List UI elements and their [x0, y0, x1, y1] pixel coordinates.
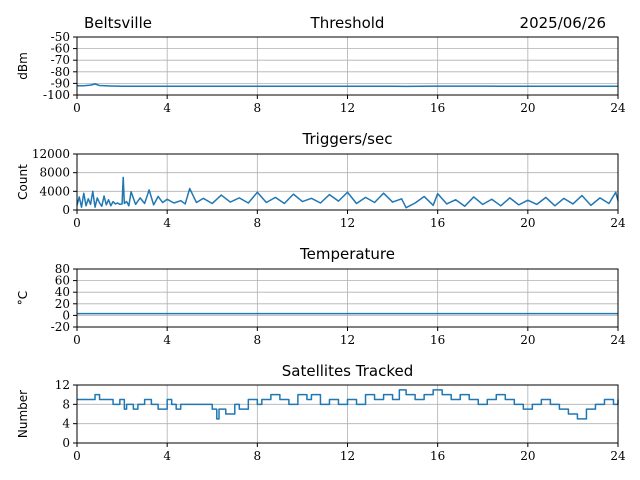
threshold-ytick-label-3: -70 — [51, 53, 70, 67]
station-label: Beltsville — [84, 14, 152, 32]
temperature-xtick-label-1: 4 — [163, 333, 171, 347]
threshold-xtick-label-6: 24 — [610, 101, 626, 115]
satellites-panel: Satellites Tracked 0 4 8 12 16 20 24 0 4 8 12 Number — [16, 362, 626, 463]
satellites-ytick-label-1: 4 — [62, 417, 70, 431]
triggers-xtick-label-3: 12 — [340, 216, 355, 230]
triggers-ytick-label-2: 8000 — [39, 166, 70, 180]
satellites-xtick-label-1: 4 — [163, 449, 171, 463]
temperature-xtick-label-2: 8 — [254, 333, 262, 347]
temperature-ytick-label-1: 0 — [62, 308, 70, 322]
satellites-series-0 — [77, 389, 619, 420]
satellites-ytick-label-0: 0 — [62, 436, 70, 450]
threshold-xtick-label-2: 8 — [254, 101, 262, 115]
threshold-panel: Threshold 0 4 8 12 16 20 24 -100-90-80-70-60-50 d… — [16, 14, 626, 115]
temperature-xtick-label-0: 0 — [73, 333, 81, 347]
triggers-xtick-label-6: 24 — [610, 216, 626, 230]
satellites-xtick-label-2: 8 — [254, 449, 262, 463]
threshold-xtick-label-3: 12 — [340, 101, 355, 115]
satellites-ylabel: Number — [16, 390, 30, 438]
threshold-ytick-label-4: -60 — [51, 42, 70, 56]
satellites-ytick-label-3: 12 — [55, 378, 70, 392]
threshold-ytick-label-1: -90 — [51, 76, 70, 90]
triggers-xtick-label-1: 4 — [163, 216, 171, 230]
satellites-xtick-label-6: 24 — [610, 449, 626, 463]
satellites-xtick-label-0: 0 — [73, 449, 81, 463]
temperature-xtick-label-4: 16 — [430, 333, 445, 347]
temperature-ytick-label-2: 20 — [55, 297, 70, 311]
threshold-xtick-label-0: 0 — [73, 101, 81, 115]
temperature-ylabel: °C — [16, 291, 30, 305]
satellites-ytick-label-2: 8 — [62, 397, 70, 411]
triggers-ylabel: Count — [16, 164, 30, 200]
threshold-series-0 — [77, 83, 618, 88]
satellites-title: Satellites Tracked — [282, 362, 413, 380]
threshold-ytick-label-2: -80 — [51, 65, 70, 79]
triggers-panel: Triggers/sec 0 4 8 12 16 20 24 0 4000 8000 12000Cou… — [16, 130, 626, 230]
satellites-xtick-label-3: 12 — [340, 449, 355, 463]
threshold-xtick-label-1: 4 — [163, 101, 171, 115]
triggers-ytick-label-0: 0 — [62, 203, 70, 217]
triggers-ytick-label-3: 12000 — [32, 147, 70, 161]
satellites-xtick-label-4: 16 — [430, 449, 445, 463]
temperature-ytick-label-4: 60 — [55, 274, 70, 288]
threshold-ytick-label-5: -50 — [51, 30, 70, 44]
temperature-ytick-label-5: 80 — [55, 262, 70, 276]
threshold-ylabel: dBm — [16, 52, 30, 80]
temperature-ytick-label-0: -20 — [51, 320, 70, 334]
temperature-xtick-label-6: 24 — [610, 333, 626, 347]
temperature-title: Temperature — [299, 245, 395, 263]
triggers-ytick-label-1: 4000 — [39, 184, 70, 198]
triggers-xtick-label-5: 20 — [520, 216, 535, 230]
triggers-title: Triggers/sec — [302, 130, 393, 148]
triggers-xtick-label-4: 16 — [430, 216, 445, 230]
threshold-title: Threshold — [310, 14, 385, 32]
temperature-xtick-label-5: 20 — [520, 333, 535, 347]
temperature-ytick-label-3: 40 — [55, 285, 70, 299]
temperature-xtick-label-3: 12 — [340, 333, 355, 347]
triggers-xtick-label-2: 8 — [254, 216, 262, 230]
threshold-xtick-label-5: 20 — [520, 101, 535, 115]
triggers-series-0 — [76, 176, 619, 209]
threshold-xtick-label-4: 16 — [430, 101, 445, 115]
satellites-xtick-label-5: 20 — [520, 449, 535, 463]
date-label: 2025/06/26 — [520, 14, 606, 32]
triggers-xtick-label-0: 0 — [73, 216, 81, 230]
threshold-ytick-label-0: -100 — [43, 88, 70, 102]
